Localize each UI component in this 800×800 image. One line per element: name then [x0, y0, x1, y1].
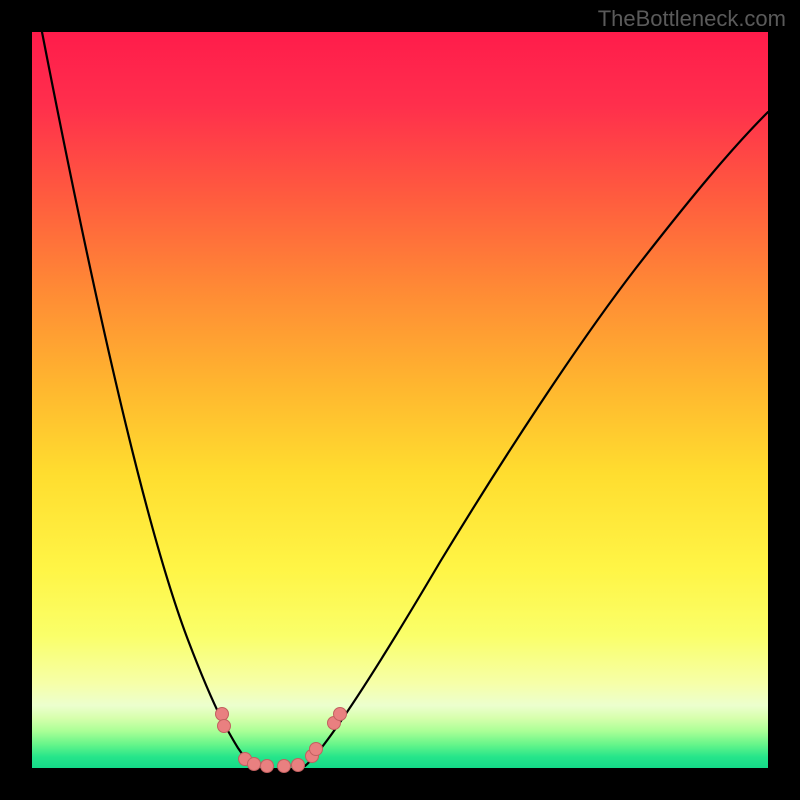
curve-layer [0, 0, 800, 800]
data-point [334, 708, 347, 721]
curve-right [305, 112, 768, 766]
data-point [248, 758, 261, 771]
data-point [310, 743, 323, 756]
curve-left [42, 32, 259, 766]
data-point [292, 759, 305, 772]
data-point [278, 760, 291, 773]
data-point [216, 708, 229, 721]
chart-canvas: TheBottleneck.com [0, 0, 800, 800]
data-point [261, 760, 274, 773]
data-point [218, 720, 231, 733]
